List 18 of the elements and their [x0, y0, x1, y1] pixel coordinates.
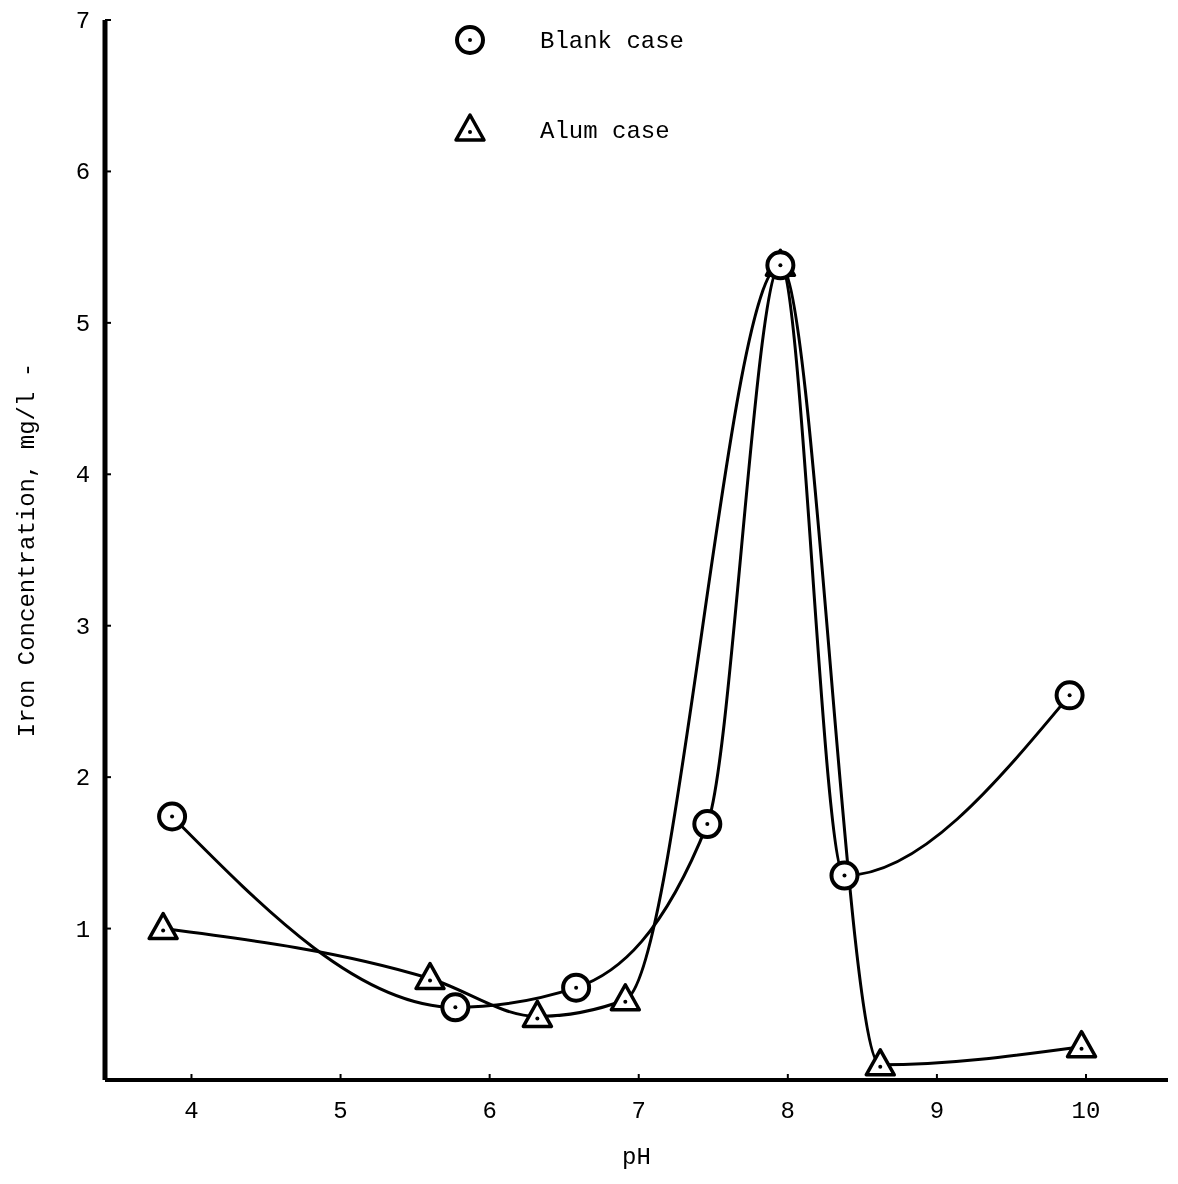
x-tick-label: 4 — [184, 1098, 199, 1125]
y-tick-label: 5 — [75, 310, 91, 338]
y-tick-label: 3 — [75, 613, 91, 641]
y-tick-label: 4 — [75, 462, 91, 490]
x-axis-title: pH — [622, 1144, 651, 1171]
x-tick-label: 5 — [333, 1098, 348, 1125]
y-tick-label: 1 — [75, 916, 91, 944]
legend-label: Blank case — [540, 28, 685, 55]
y-tick-label: 6 — [75, 159, 91, 187]
x-tick-label: 9 — [929, 1098, 945, 1125]
x-tick-label: 8 — [780, 1098, 796, 1125]
y-axis-title: Iron Concentration, mg/l - — [14, 362, 41, 738]
y-tick-label: 7 — [75, 8, 91, 35]
legend-label: Alum case — [540, 118, 670, 145]
x-tick-label: 10 — [1071, 1098, 1101, 1125]
x-tick-label: 6 — [482, 1098, 497, 1125]
x-tick-label: 7 — [631, 1098, 646, 1125]
y-tick-label: 2 — [75, 765, 91, 793]
